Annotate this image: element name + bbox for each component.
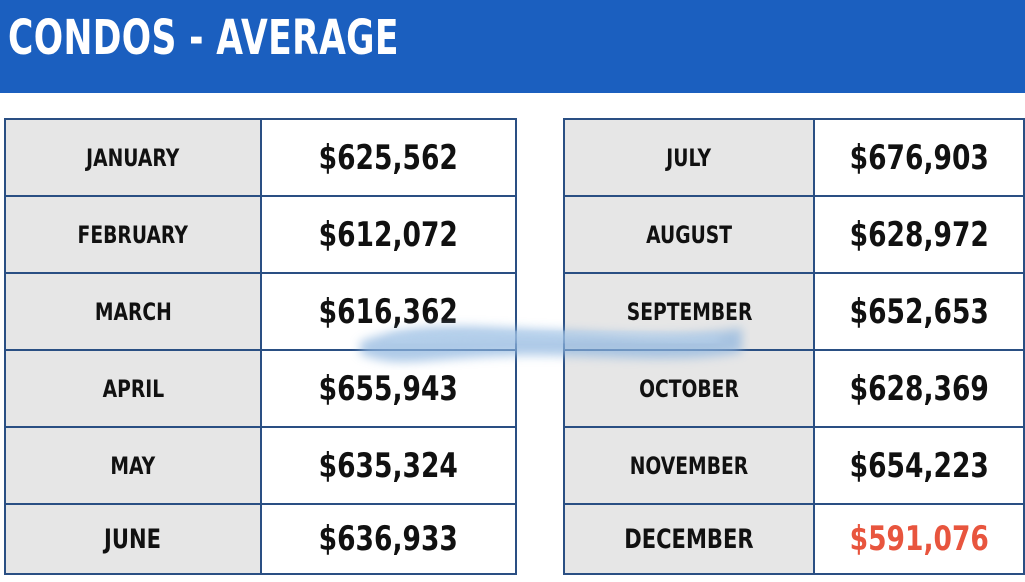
month-cell: MAY <box>4 426 262 505</box>
table-row: NOVEMBER $654,223 <box>562 426 1025 505</box>
price-value: $676,903 <box>849 137 989 178</box>
value-cell: $654,223 <box>813 426 1025 505</box>
price-value: $616,362 <box>318 291 459 332</box>
table-row: SEPTEMBER $652,653 <box>562 272 1025 351</box>
price-value-highlight: $591,076 <box>849 519 989 559</box>
month-cell: NOVEMBER <box>562 426 816 505</box>
price-value: $612,072 <box>318 214 459 255</box>
value-cell: $628,972 <box>813 195 1025 274</box>
table-row: DECEMBER $591,076 <box>562 503 1025 575</box>
month-cell: FEBRUARY <box>4 195 262 274</box>
table-row: MAY $635,324 <box>4 426 517 505</box>
header-banner: CONDOS - AVERAGE <box>0 0 1025 93</box>
price-value: $636,933 <box>318 519 459 559</box>
table-row: MARCH $616,362 <box>4 272 517 351</box>
table-row: OCTOBER $628,369 <box>562 349 1025 428</box>
table-row: JANUARY $625,562 <box>4 118 517 197</box>
month-cell: JUNE <box>4 503 262 575</box>
month-label: JUNE <box>104 523 162 555</box>
month-label: MARCH <box>94 297 172 326</box>
price-value: $635,324 <box>318 445 459 486</box>
price-value: $655,943 <box>318 368 459 409</box>
month-cell: APRIL <box>4 349 262 428</box>
month-label: FEBRUARY <box>77 220 189 249</box>
price-value: $625,562 <box>318 137 459 178</box>
value-cell: $676,903 <box>813 118 1025 197</box>
month-label: OCTOBER <box>639 374 739 403</box>
month-label: JANUARY <box>86 143 180 172</box>
value-cell: $635,324 <box>260 426 517 505</box>
month-cell: JANUARY <box>4 118 262 197</box>
table-row: APRIL $655,943 <box>4 349 517 428</box>
month-label: APRIL <box>102 374 164 403</box>
value-cell: $591,076 <box>813 503 1025 575</box>
month-cell: MARCH <box>4 272 262 351</box>
month-label: JULY <box>666 143 712 172</box>
value-cell: $625,562 <box>260 118 517 197</box>
table-row: FEBRUARY $612,072 <box>4 195 517 274</box>
value-cell: $655,943 <box>260 349 517 428</box>
price-value: $628,972 <box>849 214 989 255</box>
left-price-table: JANUARY $625,562 FEBRUARY $612,072 MARCH… <box>4 118 517 575</box>
month-cell: JULY <box>562 118 816 197</box>
month-cell: SEPTEMBER <box>562 272 816 351</box>
value-cell: $636,933 <box>260 503 517 575</box>
value-cell: $612,072 <box>260 195 517 274</box>
right-price-table: JULY $676,903 AUGUST $628,972 SEPTEMBER … <box>562 118 1025 575</box>
month-label: MAY <box>110 451 156 480</box>
value-cell: $616,362 <box>260 272 517 351</box>
month-cell: DECEMBER <box>562 503 816 575</box>
price-value: $654,223 <box>849 445 989 486</box>
month-label: SEPTEMBER <box>626 297 752 326</box>
price-value: $652,653 <box>849 291 989 332</box>
value-cell: $652,653 <box>813 272 1025 351</box>
price-value: $628,369 <box>849 368 989 409</box>
page-title: CONDOS - AVERAGE <box>8 10 399 66</box>
month-label: AUGUST <box>646 220 733 249</box>
table-row: JULY $676,903 <box>562 118 1025 197</box>
month-cell: OCTOBER <box>562 349 816 428</box>
month-label: DECEMBER <box>624 523 754 555</box>
month-label: NOVEMBER <box>629 451 749 480</box>
value-cell: $628,369 <box>813 349 1025 428</box>
table-row: AUGUST $628,972 <box>562 195 1025 274</box>
month-cell: AUGUST <box>562 195 816 274</box>
table-row: JUNE $636,933 <box>4 503 517 575</box>
